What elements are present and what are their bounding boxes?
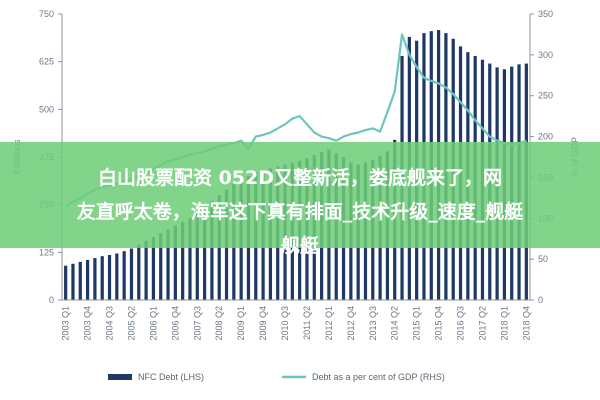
legend: NFC Debt (LHS) Debt as a per cent of GDP …: [108, 372, 445, 382]
x-tick-label: 2009 Q1: [236, 306, 246, 341]
bar-2005-q2: [129, 248, 134, 300]
bar-2003-q4: [85, 259, 90, 300]
x-tick-label: 2006 Q1: [148, 306, 158, 341]
x-tick-label: 2012 Q1: [324, 306, 334, 341]
right-tick-label: 50: [538, 254, 548, 264]
right-tick-label: 0: [538, 295, 543, 305]
right-tick-label: 250: [538, 91, 553, 101]
bar-2004-q2: [100, 256, 104, 300]
banner-line-1: 白山股票配资 052D又整新活，娄底舰来了，网: [97, 167, 503, 189]
bar-2006-q3: [166, 229, 170, 300]
x-tick-label: 2011 Q2: [302, 306, 312, 340]
x-tick-label: 2017 Q2: [477, 306, 487, 341]
bar-2007-q1: [181, 221, 185, 300]
right-tick-label: 300: [538, 50, 553, 60]
x-tick-label: 2018 Q1: [499, 306, 509, 341]
bar-2004-q1: [93, 258, 97, 300]
banner-line-3: 舰艇: [280, 235, 319, 257]
bar-2007-q4: [202, 206, 207, 300]
x-tick-label: 2009 Q4: [258, 306, 268, 341]
bar-2006-q2: [159, 233, 163, 300]
banner-line-2: 友直呼太卷，海军这下真有排面_技术升级_速度_舰艇: [76, 201, 524, 223]
x-tick-label: 2015 Q4: [434, 306, 444, 341]
x-tick-label: 2003 Q4: [83, 306, 93, 341]
bar-2007-q2: [188, 218, 192, 300]
x-tick-label: 2006 Q4: [170, 306, 180, 341]
bar-2006-q1: [151, 237, 156, 300]
x-tick-label: 2018 Q4: [521, 306, 531, 341]
legend-bar-label: NFC Debt (LHS): [138, 372, 204, 382]
bar-2005-q3: [137, 244, 141, 300]
x-tick-label: 2003 Q1: [61, 306, 71, 341]
bar-2007-q3: [195, 212, 199, 300]
x-tick-label: 2007 Q3: [192, 306, 202, 341]
x-tick-label: 2016 Q3: [456, 306, 466, 341]
legend-line-label: Debt as a per cent of GDP (RHS): [312, 372, 445, 382]
bar-2005-q4: [144, 240, 148, 300]
bar-2005-q1: [122, 251, 126, 300]
x-tick-label: 2013 Q3: [368, 306, 378, 341]
x-tick-label: 2014 Q2: [390, 306, 400, 341]
legend-bar-swatch: [108, 374, 132, 380]
left-tick-label: 125: [39, 247, 54, 257]
left-tick-label: 0: [49, 295, 54, 305]
bar-2003-q3: [78, 261, 82, 300]
right-tick-label: 350: [538, 9, 553, 19]
bar-2003-q1: [64, 265, 68, 300]
left-tick-label: 750: [39, 9, 54, 19]
left-tick-label: 625: [39, 57, 54, 67]
left-tick-label: 500: [39, 104, 54, 114]
bar-2004-q3: [107, 255, 112, 300]
x-tick-label: 2005 Q2: [126, 306, 136, 341]
x-tick-label: 2012 Q4: [346, 306, 356, 341]
bar-2003-q2: [71, 263, 75, 300]
bar-2008-q1: [210, 200, 214, 300]
x-tick-label: 2004 Q3: [105, 306, 115, 341]
x-tick-label: 2010 Q3: [280, 306, 290, 341]
x-tick-label: 2015 Q1: [412, 306, 422, 341]
bar-2006-q4: [173, 225, 177, 300]
x-tick-label: 2008 Q2: [214, 306, 224, 341]
overlay-banner[interactable]: 白山股票配资 052D又整新活，娄底舰来了，网 友直呼太卷，海军这下真有排面_技…: [0, 142, 600, 257]
bar-2004-q4: [115, 253, 119, 300]
right-tick-label: 200: [538, 132, 553, 142]
